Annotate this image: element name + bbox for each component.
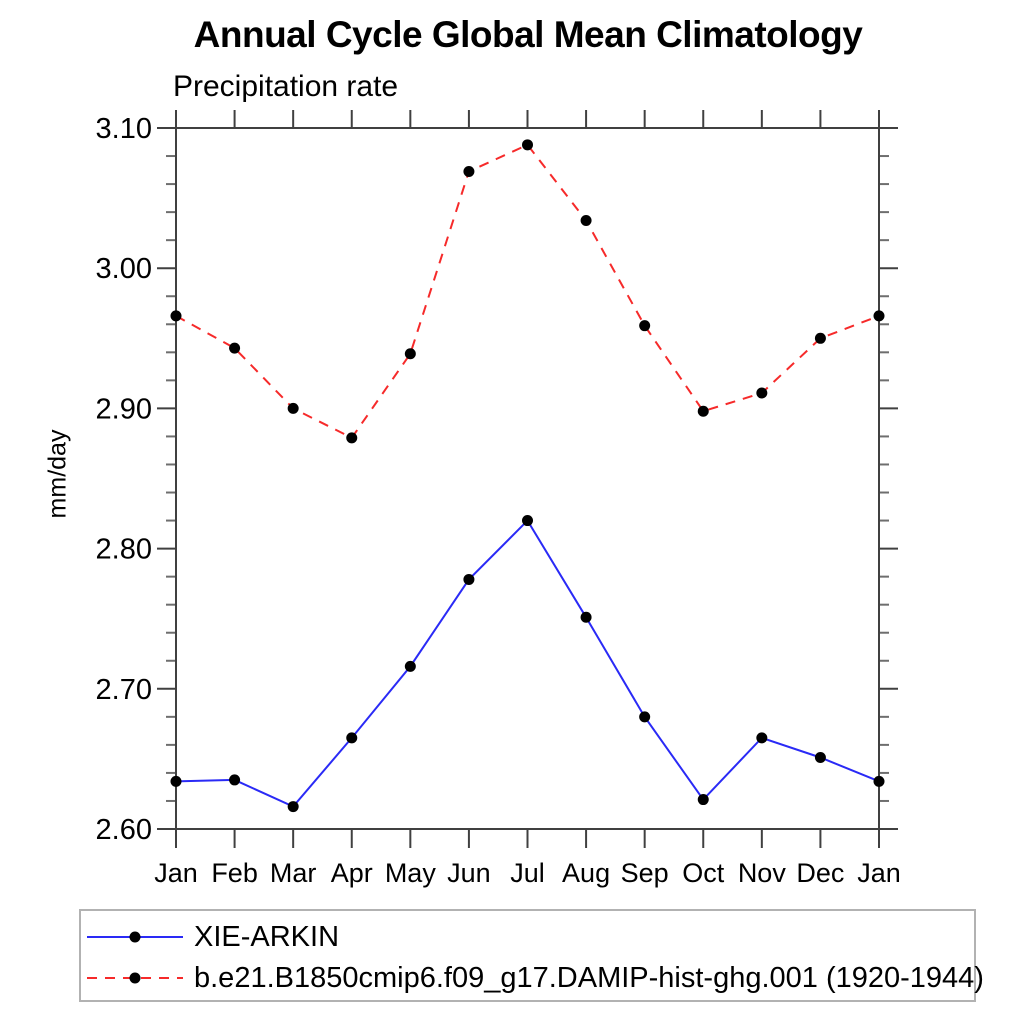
legend-swatch-marker xyxy=(129,972,141,984)
legend-swatch-marker xyxy=(129,931,141,943)
series-marker-0 xyxy=(814,751,826,763)
series-marker-0 xyxy=(287,801,299,813)
y-tick-label: 3.10 xyxy=(96,113,152,145)
y-tick-label: 2.80 xyxy=(96,534,152,566)
series-marker-1 xyxy=(287,402,299,414)
x-tick-label: Feb xyxy=(211,858,258,888)
series-marker-1 xyxy=(170,310,182,322)
series-marker-0 xyxy=(756,732,768,744)
x-tick-label: Aug xyxy=(562,858,610,888)
x-tick-label: Dec xyxy=(796,858,844,888)
series-marker-1 xyxy=(814,332,826,344)
series-marker-1 xyxy=(580,215,592,227)
x-tick-label: Oct xyxy=(682,858,725,888)
x-tick-label: Jun xyxy=(447,858,491,888)
legend-item-xie-arkin: XIE-ARKIN xyxy=(85,920,339,954)
series-marker-1 xyxy=(756,387,768,399)
series-marker-0 xyxy=(873,775,885,787)
series-marker-0 xyxy=(404,660,416,672)
series-marker-1 xyxy=(639,320,651,332)
legend-box: XIE-ARKIN b.e21.B1850cmip6.f09_g17.DAMIP… xyxy=(79,909,984,1002)
series-marker-1 xyxy=(229,342,241,354)
series-marker-1 xyxy=(463,165,475,177)
series-line-0 xyxy=(175,518,880,808)
x-tick-label: Nov xyxy=(738,858,787,888)
x-tick-label: Mar xyxy=(270,858,317,888)
legend-line-swatch-model xyxy=(87,972,183,984)
series-marker-0 xyxy=(522,515,533,527)
series-line-1 xyxy=(175,143,880,440)
series-marker-0 xyxy=(229,774,241,786)
page-title: Annual Cycle Global Mean Climatology xyxy=(193,14,863,55)
plot-border xyxy=(175,127,880,830)
series-marker-0 xyxy=(639,711,651,723)
y-tick-label: 2.60 xyxy=(96,814,152,846)
x-tick-label: Jan xyxy=(154,858,198,888)
y-tick-label: 3.00 xyxy=(96,253,152,285)
legend-label-xie-arkin: XIE-ARKIN xyxy=(194,920,340,953)
series-marker-0 xyxy=(697,794,709,806)
x-tick-label: Apr xyxy=(331,858,373,888)
series-marker-0 xyxy=(346,732,358,744)
series-marker-0 xyxy=(463,573,475,585)
x-tick-label: Jan xyxy=(857,858,901,888)
series-marker-1 xyxy=(697,405,709,417)
x-tick-label: Sep xyxy=(621,858,669,888)
x-tick-label: May xyxy=(385,858,437,888)
y-tick-label: 2.90 xyxy=(96,393,152,425)
series-marker-1 xyxy=(873,310,885,322)
x-tick-label: Jul xyxy=(510,858,545,888)
series-marker-0 xyxy=(170,775,182,787)
series-marker-0 xyxy=(580,611,592,623)
series-marker-1 xyxy=(346,432,358,444)
legend-line-swatch-xie-arkin xyxy=(87,931,183,943)
series-marker-1 xyxy=(404,348,416,360)
chart-subtitle: Precipitation rate xyxy=(173,70,399,103)
y-tick-label: 2.70 xyxy=(96,674,152,706)
legend-label-model: b.e21.B1850cmip6.f09_g17.DAMIP-hist-ghg.… xyxy=(194,961,984,994)
series-marker-1 xyxy=(522,139,533,151)
legend-item-model: b.e21.B1850cmip6.f09_g17.DAMIP-hist-ghg.… xyxy=(85,961,984,995)
